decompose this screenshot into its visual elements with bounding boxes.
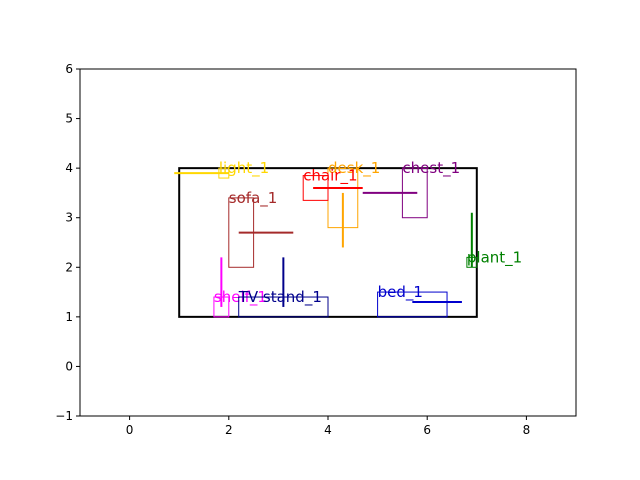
object-label-sofa-1: sofa_1 xyxy=(229,189,278,208)
axes-frame xyxy=(79,68,577,417)
object-label-desk-1: desk_1 xyxy=(328,159,380,178)
y-tick-label: 6 xyxy=(65,62,73,76)
object-chair-1: chair_1 xyxy=(302,167,363,201)
object-label-tv-stand-1: TV stand_1 xyxy=(238,288,322,307)
object-label-shelf-1: shelf_1 xyxy=(214,288,267,307)
plot-data-layer: light_1 desk_1 chest_1 chair_1 sofa_1 plant_1… xyxy=(174,159,522,318)
y-tick-label: 0 xyxy=(65,359,73,373)
object-label-light-1: light_1 xyxy=(219,159,269,178)
y-tick-label: 3 xyxy=(65,211,73,225)
object-label-plant-1: plant_1 xyxy=(467,248,522,267)
x-tick-label: 4 xyxy=(324,423,332,437)
object-box-bed-1 xyxy=(377,291,448,318)
axis-ticks: 0 2 4 6 8 −1 0 1 2 3 4 5 6 xyxy=(55,62,530,437)
object-sofa-1: sofa_1 xyxy=(228,189,294,268)
object-tv-stand-1: TV stand_1 xyxy=(238,257,329,318)
x-tick-label: 6 xyxy=(423,423,431,437)
x-tick-label: 8 xyxy=(523,423,531,437)
y-tick-label: 4 xyxy=(65,161,73,175)
y-tick-label: 1 xyxy=(65,310,73,324)
y-tick-label: −1 xyxy=(55,409,73,423)
y-tick-label: 2 xyxy=(65,260,73,274)
x-tick-label: 0 xyxy=(126,423,134,437)
object-chest-1: chest_1 xyxy=(362,159,460,219)
object-bed-1: bed_1 xyxy=(377,283,462,318)
object-label-bed-1: bed_1 xyxy=(378,283,423,302)
x-tick-label: 2 xyxy=(225,423,233,437)
object-shelf-1: shelf_1 xyxy=(213,257,267,318)
object-light-1: light_1 xyxy=(174,159,269,179)
object-plant-1: plant_1 xyxy=(466,212,522,268)
object-label-chair-1: chair_1 xyxy=(303,167,357,186)
y-tick-label: 5 xyxy=(65,112,73,126)
object-label-chest-1: chest_1 xyxy=(402,159,460,178)
